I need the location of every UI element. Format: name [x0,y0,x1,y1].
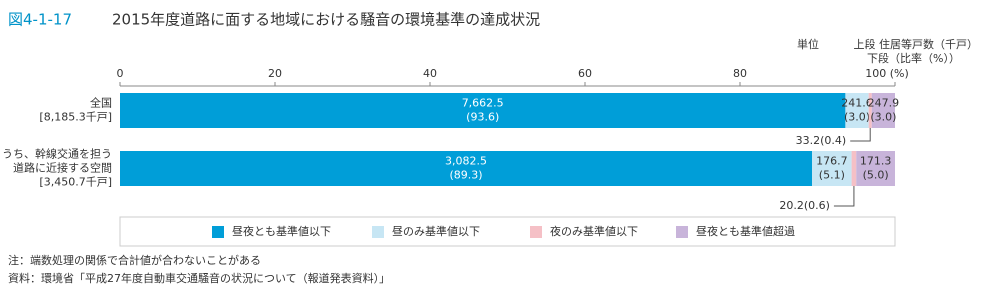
value-label: (93.6) [466,111,499,124]
legend-label: 昼夜とも基準値超過 [696,224,795,238]
unit-label: 単位 [797,37,819,51]
category-label: 道路に近接する空間 [13,161,112,175]
note: 資料：環境省「平成27年度自動車交通騒音の状況について（報道発表資料）」 [8,271,390,285]
value-label: (3.0) [870,111,896,124]
figure-number: 図4-1-17 [8,11,72,29]
count-label: 3,082.5 [445,155,487,168]
legend-swatch [212,226,224,238]
x-tick-label: 40 [423,67,437,80]
bar-segment [856,151,895,186]
legend-label: 昼のみ基準値以下 [392,224,480,238]
bar-segment [871,93,895,128]
x-tick-label: 20 [268,67,282,80]
legend-swatch [372,226,384,238]
note: 注：端数処理の関係で合計値が合わないことがある [8,253,261,267]
bar-segment [120,93,846,128]
callout-label: 20.2(0.6) [779,199,830,212]
count-label: 241.6 [841,97,873,110]
bar-segment [851,151,857,186]
category-label: 全国 [90,96,112,110]
callout-label: 33.2(0.4) [796,134,847,147]
count-label: 247.9 [868,97,900,110]
leader-line [833,186,855,207]
value-label: (5.1) [819,169,845,182]
bar-segment [812,151,852,186]
value-label: (0.6) [804,199,830,212]
bar-segment [845,93,869,128]
unit-line: 上段 住居等戸数（千戸） [854,37,979,51]
value-label: (3.0) [844,111,870,124]
bar-segment [868,93,872,128]
legend-box [119,216,896,247]
count-label: 176.7 [816,155,848,168]
category-label: [3,450.7千戸] [39,176,112,189]
legend-swatch [530,226,542,238]
x-tick-label: 100 (%) [865,67,909,80]
x-tick-label: 0 [117,67,124,80]
count-label: 7,662.5 [462,97,504,110]
count-label: 171.3 [860,155,892,168]
value-label: (89.3) [449,169,482,182]
bar-segment [120,151,813,186]
legend-swatch [676,226,688,238]
x-tick-label: 60 [578,67,592,80]
value-label: (5.0) [863,169,889,182]
chart-title: 2015年度道路に面する地域における騒音の環境基準の達成状況 [112,11,540,29]
leader-line [850,128,871,142]
x-tick-label: 80 [733,67,747,80]
unit-line: 下段（比率（%）） [867,51,960,65]
value-label: (0.4) [820,134,846,147]
category-label: [8,185.3千戸] [39,111,112,124]
legend-label: 夜のみ基準値以下 [550,224,638,238]
count-label: 33.2 [796,134,821,147]
category-label: うち、幹線交通を担う [2,147,112,161]
count-label: 20.2 [779,199,804,212]
legend-label: 昼夜とも基準値以下 [232,224,331,238]
